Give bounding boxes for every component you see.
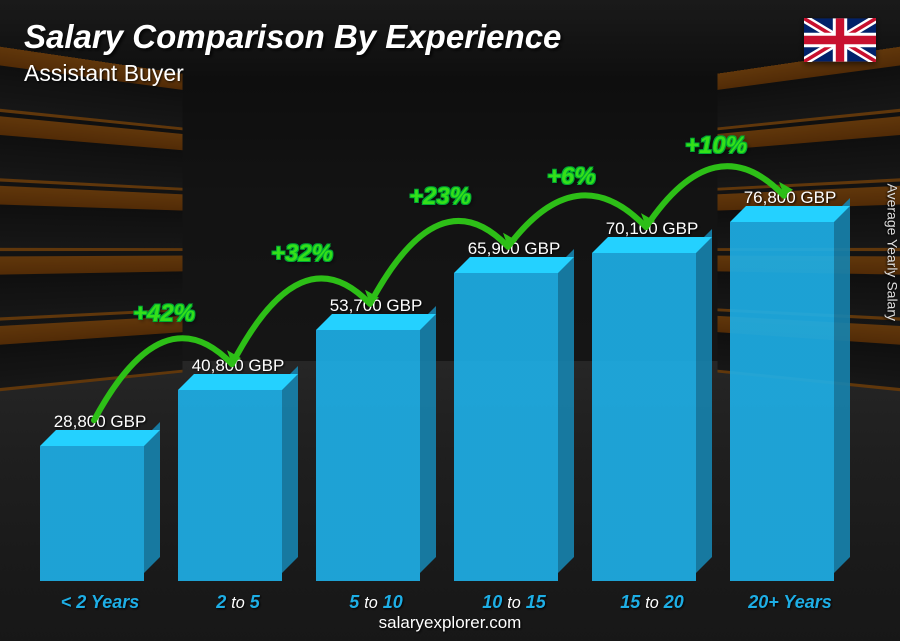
bar (178, 390, 298, 581)
header: Salary Comparison By Experience Assistan… (24, 18, 876, 87)
bar-x-label: 15 to 20 (620, 592, 684, 613)
pct-badge: +6% (547, 163, 596, 191)
bar-group: 76,800 GBP20+ Years (730, 130, 850, 581)
bar-x-label: 10 to 15 (482, 592, 546, 613)
salary-chart: 28,800 GBP< 2 Years40,800 GBP2 to 5+42% 5… (40, 130, 850, 581)
y-axis-label: Average Yearly Salary (884, 183, 900, 321)
bar-group: 70,100 GBP15 to 20 (592, 130, 712, 581)
bar (454, 273, 574, 581)
bar-value-label: 53,700 GBP (330, 296, 423, 316)
bar-value-label: 76,800 GBP (744, 188, 837, 208)
bar-x-label: 2 to 5 (216, 592, 260, 613)
bar-group: 40,800 GBP2 to 5 (178, 130, 298, 581)
pct-badge: +42% (133, 300, 195, 328)
bar (316, 330, 436, 581)
bar-value-label: 65,900 GBP (468, 239, 561, 259)
pct-badge: +10% (685, 132, 747, 160)
uk-flag-icon (804, 18, 876, 62)
chart-title: Salary Comparison By Experience (24, 18, 561, 56)
pct-badge: +32% (271, 240, 333, 268)
footer-attribution: salaryexplorer.com (0, 613, 900, 633)
bar (40, 446, 160, 581)
bar-x-label: 5 to 10 (349, 592, 403, 613)
bar-group: 28,800 GBP< 2 Years (40, 130, 160, 581)
bar-group: 65,900 GBP10 to 15 (454, 130, 574, 581)
bar (730, 222, 850, 581)
pct-badge: +23% (409, 183, 471, 211)
chart-subtitle: Assistant Buyer (24, 60, 561, 87)
bar (592, 253, 712, 581)
bar-x-label: < 2 Years (61, 592, 140, 613)
bar-x-label: 20+ Years (748, 592, 832, 613)
